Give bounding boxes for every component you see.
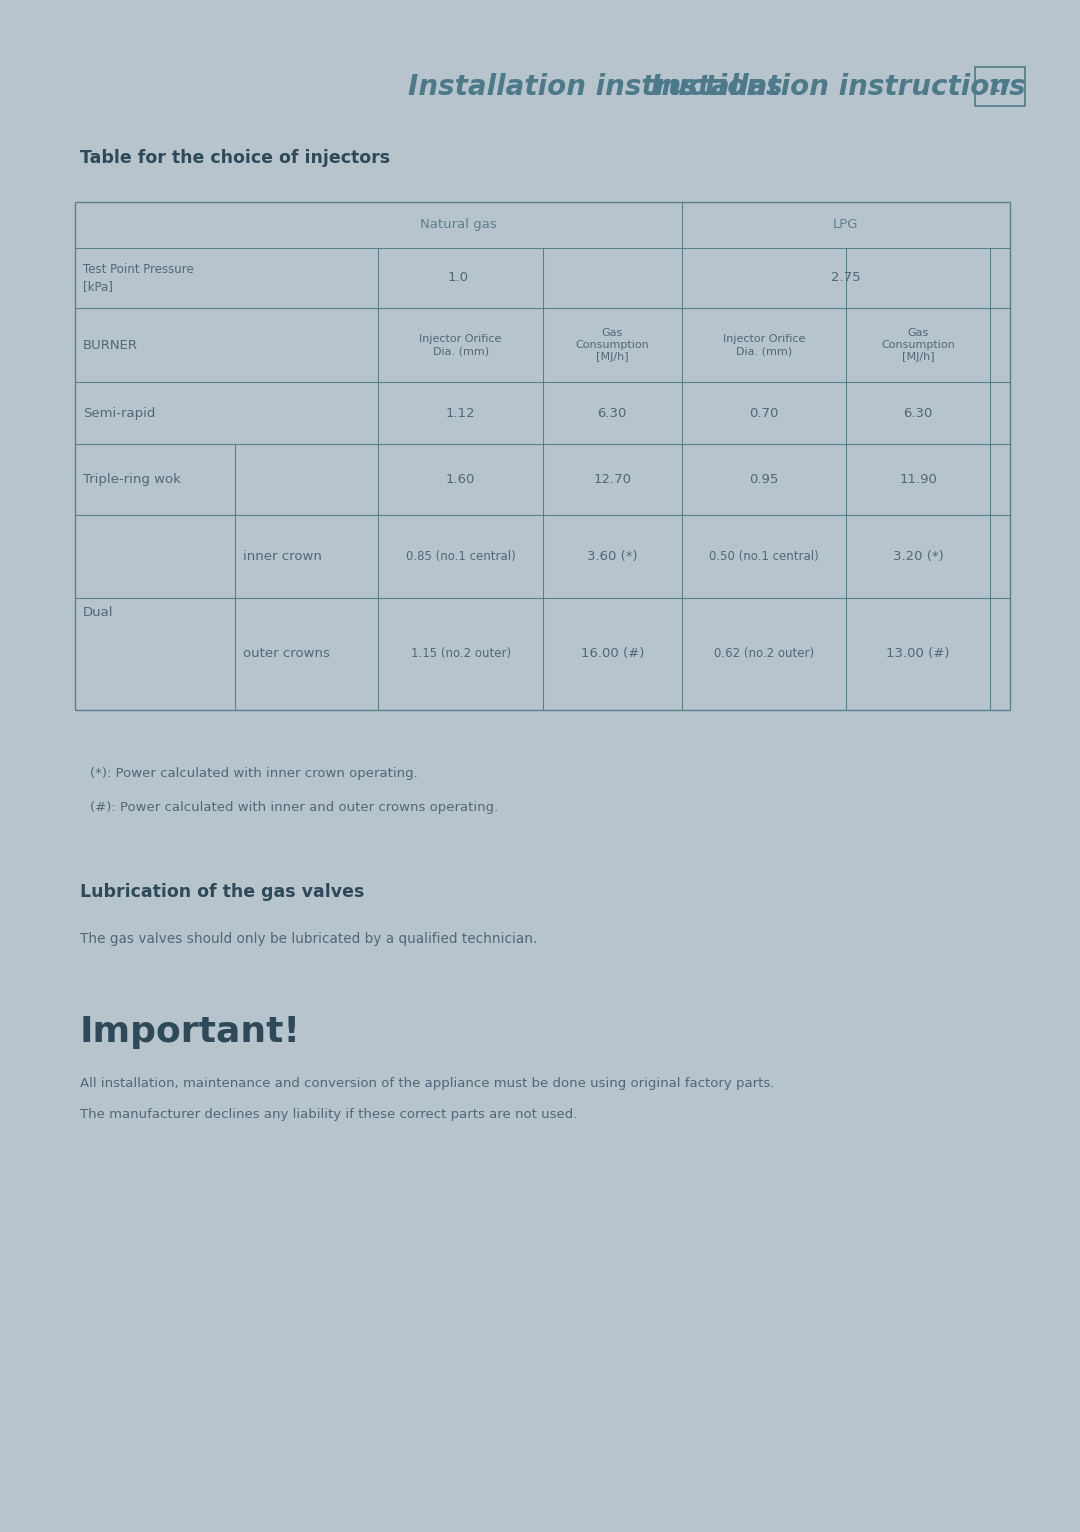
Text: Triple-ring wok: Triple-ring wok bbox=[83, 473, 181, 486]
Bar bbox=[974, 67, 1025, 106]
Text: All installation, maintenance and conversion of the appliance must be done using: All installation, maintenance and conver… bbox=[80, 1077, 774, 1091]
Text: 1.12: 1.12 bbox=[446, 406, 475, 420]
Text: 16.00 (#): 16.00 (#) bbox=[581, 647, 644, 660]
Text: inner crown: inner crown bbox=[243, 550, 322, 562]
Text: Injector Orifice
Dia. (mm): Injector Orifice Dia. (mm) bbox=[723, 334, 805, 357]
Text: 0.85 (no.1 central): 0.85 (no.1 central) bbox=[406, 550, 515, 562]
Text: 0.50 (no.1 central): 0.50 (no.1 central) bbox=[710, 550, 819, 562]
Text: 0.70: 0.70 bbox=[750, 406, 779, 420]
Text: LPG: LPG bbox=[833, 218, 859, 231]
Text: outer crowns: outer crowns bbox=[243, 647, 329, 660]
Text: 1.0: 1.0 bbox=[447, 271, 469, 285]
Text: Injector Orifice
Dia. (mm): Injector Orifice Dia. (mm) bbox=[419, 334, 502, 357]
Text: Semi-rapid: Semi-rapid bbox=[83, 406, 156, 420]
Text: Important!: Important! bbox=[80, 1014, 301, 1049]
Text: 0.95: 0.95 bbox=[750, 473, 779, 486]
Bar bbox=[75, 202, 1010, 709]
Text: (#): Power calculated with inner and outer crowns operating.: (#): Power calculated with inner and out… bbox=[90, 801, 498, 813]
Text: Installation instructions: Installation instructions bbox=[408, 72, 783, 101]
Text: Lubrication of the gas valves: Lubrication of the gas valves bbox=[80, 882, 364, 901]
Text: 1.15 (no.2 outer): 1.15 (no.2 outer) bbox=[410, 647, 511, 660]
Text: 12.70: 12.70 bbox=[593, 473, 632, 486]
Text: 0.62 (no.2 outer): 0.62 (no.2 outer) bbox=[714, 647, 814, 660]
Text: 17: 17 bbox=[988, 78, 1012, 95]
Text: Table for the choice of injectors: Table for the choice of injectors bbox=[80, 149, 390, 167]
Text: 11.90: 11.90 bbox=[900, 473, 937, 486]
Text: 3.60 (*): 3.60 (*) bbox=[586, 550, 637, 562]
Text: 2.75: 2.75 bbox=[831, 271, 861, 285]
Text: (*): Power calculated with inner crown operating.: (*): Power calculated with inner crown o… bbox=[90, 768, 418, 780]
Text: Dual: Dual bbox=[83, 607, 113, 619]
Text: Installation instructions: Installation instructions bbox=[650, 72, 1025, 101]
Text: Gas
Consumption
[MJ/h]: Gas Consumption [MJ/h] bbox=[576, 328, 649, 363]
Text: Gas
Consumption
[MJ/h]: Gas Consumption [MJ/h] bbox=[881, 328, 955, 363]
Text: Test Point Pressure
[kPa]: Test Point Pressure [kPa] bbox=[83, 264, 193, 293]
Text: The gas valves should only be lubricated by a qualified technician.: The gas valves should only be lubricated… bbox=[80, 931, 538, 945]
Text: 6.30: 6.30 bbox=[597, 406, 627, 420]
Text: 3.20 (*): 3.20 (*) bbox=[893, 550, 944, 562]
Text: BURNER: BURNER bbox=[83, 339, 138, 352]
Text: 1.60: 1.60 bbox=[446, 473, 475, 486]
Text: The manufacturer declines any liability if these correct parts are not used.: The manufacturer declines any liability … bbox=[80, 1108, 578, 1121]
Text: Natural gas: Natural gas bbox=[420, 218, 497, 231]
Text: 6.30: 6.30 bbox=[903, 406, 933, 420]
Text: 13.00 (#): 13.00 (#) bbox=[887, 647, 949, 660]
